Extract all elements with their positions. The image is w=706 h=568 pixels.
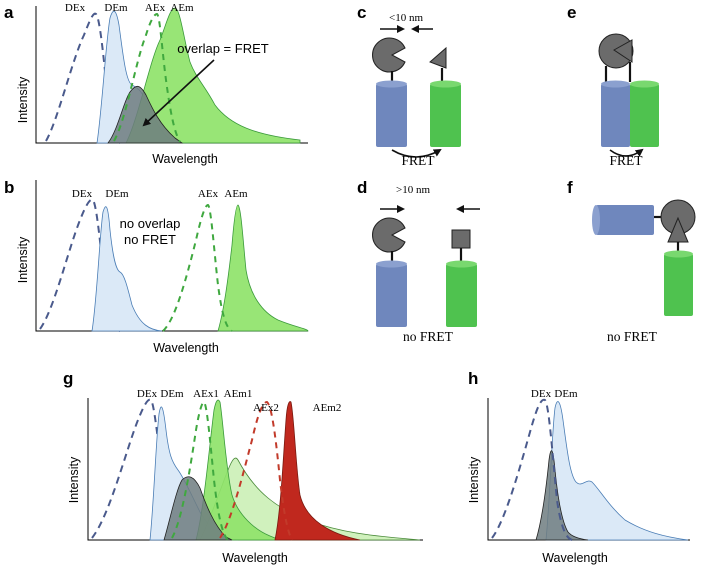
panel-g-aem2-curve [274,401,361,541]
panel-c-acceptor-protein [430,84,461,147]
panel-b-aem-label: AEm [224,188,248,200]
panel-d: d >10 nm no FRET [357,178,480,344]
panel-b-dem-label: DEm [105,188,129,200]
panel-a-overlap-area [107,85,184,144]
panel-c-donor-pacman [372,37,406,73]
panel-g-aex1-curve [171,400,229,541]
panel-a: a Intensity Wavelength DEx DEm AEx AEm o… [4,2,308,166]
panel-g-aem1-label: AEm1 [224,388,253,400]
panel-d-acceptor-square [451,229,471,249]
panel-h-dem-label: DEm [554,388,578,400]
panel-a-dex-label: DEx [65,2,86,14]
panel-b-aex-curve [162,203,233,332]
panel-b-axes [35,180,308,332]
panel-h-xlabel: Wavelength [542,551,608,565]
panel-g-letter: g [63,369,73,388]
panel-g-aex1-label: AEx1 [193,388,219,400]
panel-c: c <10 nm FRET [357,3,461,168]
panel-a-dex-curve [45,12,121,144]
panel-f-acceptor-protein [664,254,693,316]
panel-h-dem-curve [545,401,689,541]
panel-b-letter: b [4,178,14,197]
panel-d-donor-protein-top [376,260,407,268]
panel-b-dex-label: DEx [72,188,93,200]
panel-c-acceptor-protein-top [430,80,461,88]
panel-e-acceptor-protein [630,84,659,147]
panel-b-xlabel: Wavelength [153,341,219,355]
panel-b-dem-curve [91,206,163,332]
panel-d-letter: d [357,178,367,197]
panel-d-caption: no FRET [403,329,454,344]
panel-g: g Intensity Wavelength DEx DEm AEx1 AEm1… [63,369,423,565]
panel-e: e FRET [567,3,659,168]
panel-b-ylabel: Intensity [16,236,30,283]
panel-a-aex-label: AEx [145,2,166,14]
panel-b: b Intensity Wavelength DEx DEm AEx AEm n… [4,178,309,355]
panel-g-aex2-label: AEx2 [253,402,279,414]
panel-g-dem-label: DEm [160,388,184,400]
panel-g-overlap-area [163,476,233,541]
panel-a-aex-curve [113,12,181,143]
panel-h: h Intensity Wavelength DEx DEm [467,369,690,565]
panel-a-dem-label: DEm [104,2,128,14]
panel-f-letter: f [567,178,573,197]
panel-f-donor-protein-end [592,205,600,235]
panel-e-caption: FRET [609,153,643,168]
panel-c-distance-label: <10 nm [389,12,423,24]
panel-h-dex-label: DEx [531,388,552,400]
panel-h-letter: h [468,369,478,388]
panel-g-dex-label: DEx [137,388,158,400]
panel-c-acceptor-triangle [429,46,447,69]
panel-b-no-overlap-label: no overlap [120,216,181,231]
panel-g-aex2-curve [219,400,293,541]
panel-g-ylabel: Intensity [67,456,81,503]
panel-a-aem-label: AEm [170,2,194,14]
panel-f-acceptor-protein-top [664,250,693,258]
panel-c-donor-protein-top [376,80,407,88]
panel-d-donor-pacman [372,217,406,253]
panel-e-transfer-arrow [609,148,644,157]
panel-f-donor-protein [596,205,654,235]
panel-g-xlabel: Wavelength [222,551,288,565]
panel-d-distance-label: >10 nm [396,184,430,196]
panel-g-dex-curve [91,398,183,541]
panel-a-overlap-label: overlap = FRET [177,41,268,56]
panel-e-acceptor-triangle [613,39,633,63]
panel-g-aem2-label: AEm2 [313,402,342,414]
panel-b-no-fret-label: no FRET [124,232,176,247]
panel-d-acceptor-protein-top [446,260,477,268]
panel-h-dex-curve [491,398,573,541]
panel-d-donor-protein [376,264,407,327]
panel-d-acceptor-protein [446,264,477,327]
panel-f-caption: no FRET [607,329,658,344]
panel-a-overlap-arrow [142,59,215,127]
panel-c-transfer-arrow [391,148,442,158]
panel-b-aem-curve [217,204,309,332]
panel-a-ylabel: Intensity [16,76,30,123]
panel-c-caption: FRET [401,153,435,168]
panel-e-donor-protein [601,84,630,147]
panel-e-acceptor-protein-top [630,80,659,88]
panel-a-letter: a [4,3,14,22]
panel-e-donor-protein-top [601,80,630,88]
panel-e-letter: e [567,3,576,22]
panel-h-ylabel: Intensity [467,456,481,503]
panel-c-letter: c [357,3,366,22]
panel-b-aex-label: AEx [198,188,219,200]
panel-a-xlabel: Wavelength [152,152,218,166]
panel-c-donor-protein [376,84,407,147]
panel-f: f no FRET [567,178,696,344]
